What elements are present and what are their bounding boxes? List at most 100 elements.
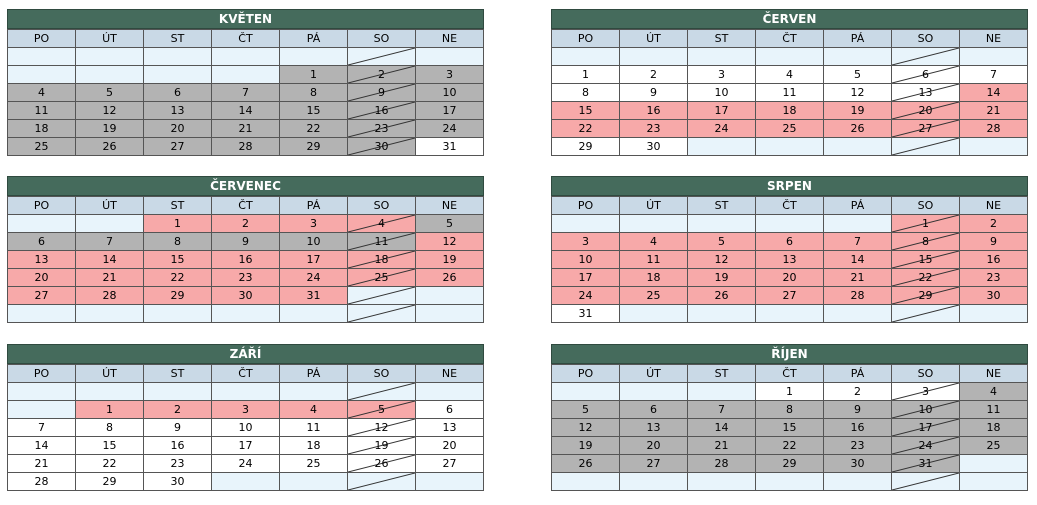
day-cell: 27	[891, 119, 960, 138]
day-cell: 10	[551, 250, 620, 269]
day-cell: 12	[551, 418, 620, 437]
week-row: 28 29 30	[7, 472, 484, 491]
day-cell: 15	[755, 418, 824, 437]
day-cell: 12	[75, 101, 144, 120]
day-cell: 21	[211, 119, 280, 138]
day-cell: 21	[959, 101, 1028, 120]
day-cell: 10	[891, 400, 960, 419]
week-row: 5 6 7 8 9 10 11	[551, 400, 1028, 419]
empty-day-cell	[551, 47, 620, 66]
day-cell: 16	[959, 250, 1028, 269]
saturday-slash-icon	[892, 473, 959, 490]
day-cell: 21	[823, 268, 892, 287]
day-cell: 26	[687, 286, 756, 305]
day-cell: 7	[211, 83, 280, 102]
day-cell: 26	[415, 268, 484, 287]
month-grid: PO ÚT ST ČT PÁ SO NE 1 2 3 4 5 6 7 8 9 10 11 12 13 14 15 16 17 1…	[7, 196, 484, 323]
day-cell: 4	[619, 232, 688, 251]
empty-day-cell	[687, 214, 756, 233]
month-grid: PO ÚT ST ČT PÁ SO NE 1 2 3 4 5 6 7 8 9 10 11 12 13 14 15 16 17 1…	[551, 196, 1028, 323]
saturday-slash-icon	[348, 473, 415, 490]
day-cell: 25	[619, 286, 688, 305]
day-cell: 14	[7, 436, 76, 455]
empty-day-cell	[7, 304, 76, 323]
day-cell: 23	[959, 268, 1028, 287]
empty-day-cell	[823, 137, 892, 156]
day-cell: 9	[823, 400, 892, 419]
empty-day-cell	[551, 214, 620, 233]
day-cell: 7	[959, 65, 1028, 84]
weekday-header: ST	[143, 196, 212, 215]
day-cell: 4	[279, 400, 348, 419]
week-row	[7, 382, 484, 401]
day-number: 19	[374, 439, 389, 452]
week-row: 24 25 26 27 28 29 30	[551, 286, 1028, 305]
day-cell: 23	[211, 268, 280, 287]
day-cell: 14	[687, 418, 756, 437]
month-title: ŘÍJEN	[551, 344, 1028, 364]
empty-day-cell	[891, 472, 960, 491]
day-cell: 8	[755, 400, 824, 419]
day-cell: 19	[347, 436, 416, 455]
weekday-header: NE	[415, 364, 484, 383]
day-cell: 3	[687, 65, 756, 84]
weekday-header-row: PO ÚT ST ČT PÁ SO NE	[7, 196, 484, 215]
month-title: KVĚTEN	[7, 9, 484, 29]
day-cell: 31	[279, 286, 348, 305]
day-cell: 10	[211, 418, 280, 437]
day-cell: 27	[7, 286, 76, 305]
day-cell: 10	[687, 83, 756, 102]
empty-day-cell	[75, 65, 144, 84]
day-cell: 28	[823, 286, 892, 305]
day-cell: 6	[7, 232, 76, 251]
weekday-header: ÚT	[619, 29, 688, 48]
empty-day-cell	[211, 382, 280, 401]
empty-day-cell	[687, 47, 756, 66]
empty-day-cell	[347, 472, 416, 491]
day-cell: 6	[415, 400, 484, 419]
month-title: ČERVENEC	[7, 176, 484, 196]
day-number: 11	[374, 235, 389, 248]
week-row	[551, 472, 1028, 491]
weekday-header: SO	[347, 364, 416, 383]
day-number: 17	[918, 421, 933, 434]
weekday-header: ČT	[755, 364, 824, 383]
day-number: 22	[918, 271, 933, 284]
day-cell: 26	[823, 119, 892, 138]
empty-day-cell	[619, 382, 688, 401]
day-cell: 3	[415, 65, 484, 84]
day-cell: 14	[211, 101, 280, 120]
month-grid: PO ÚT ST ČT PÁ SO NE 1 2 3 4 5 6 7 8 9 10 11 12 13 14 15 16 17 1…	[7, 29, 484, 156]
day-number: 27	[918, 122, 933, 135]
month-grid: PO ÚT ST ČT PÁ SO NE 1 2 3 4 5 6 7 8 9 10 11 12 13 14 15 16 17 1…	[551, 364, 1028, 491]
month-title: ČERVEN	[551, 9, 1028, 29]
day-cell: 30	[347, 137, 416, 156]
day-cell: 23	[823, 436, 892, 455]
day-cell: 28	[75, 286, 144, 305]
weekday-header: PÁ	[823, 196, 892, 215]
month-cerven: ČERVEN PO ÚT ST ČT PÁ SO NE 1 2 3 4 5 6 7 8 9 10 11 12 13 14…	[551, 9, 1028, 156]
day-cell: 30	[959, 286, 1028, 305]
day-cell: 17	[211, 436, 280, 455]
day-cell: 20	[7, 268, 76, 287]
weekday-header: ÚT	[75, 29, 144, 48]
empty-day-cell	[687, 137, 756, 156]
day-cell: 18	[347, 250, 416, 269]
empty-day-cell	[687, 304, 756, 323]
day-cell: 3	[891, 382, 960, 401]
day-number: 13	[918, 86, 933, 99]
weekday-header: ST	[687, 29, 756, 48]
day-cell: 6	[143, 83, 212, 102]
saturday-slash-icon	[348, 287, 415, 304]
day-cell: 15	[279, 101, 348, 120]
day-cell: 25	[959, 436, 1028, 455]
day-cell: 30	[823, 454, 892, 473]
week-row: 13 14 15 16 17 18 19	[7, 250, 484, 269]
day-cell: 20	[755, 268, 824, 287]
day-cell: 25	[279, 454, 348, 473]
weekday-header-row: PO ÚT ST ČT PÁ SO NE	[551, 364, 1028, 383]
week-row: 25 26 27 28 29 30 31	[7, 137, 484, 156]
month-srpen: SRPEN PO ÚT ST ČT PÁ SO NE 1 2 3 4 5 6 7 8 9 10 11 12 13 14 1…	[551, 176, 1028, 323]
weekday-header: NE	[959, 29, 1028, 48]
